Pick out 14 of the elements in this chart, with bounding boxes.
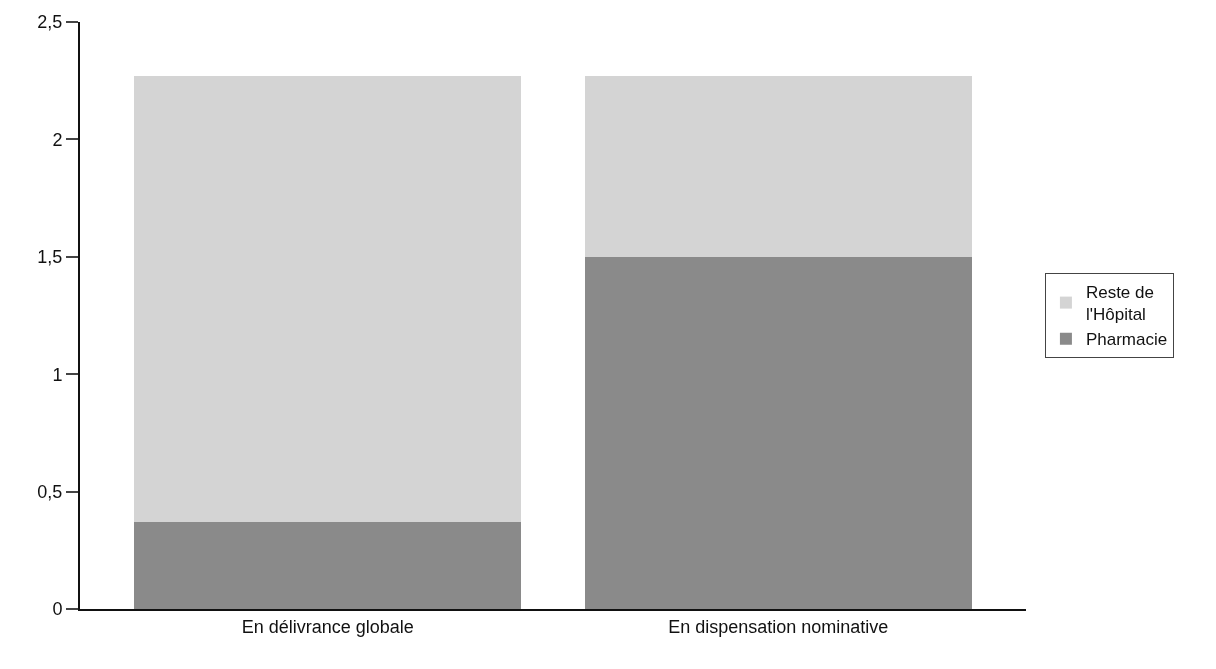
- y-tick-label: 1: [52, 364, 63, 385]
- y-tick-label: 1,5: [37, 247, 63, 268]
- y-tick-label: 0: [52, 599, 63, 620]
- legend-label: Reste de l'Hôpital: [1085, 283, 1154, 325]
- y-tick-label: 2: [52, 129, 63, 150]
- bar: [134, 522, 522, 609]
- bar: [584, 76, 972, 257]
- x-tick-label: En délivrance globale: [241, 616, 414, 637]
- x-tick-label: En dispensation nominative: [668, 616, 889, 637]
- y-tick-label: 2,5: [37, 12, 63, 33]
- bar: [584, 256, 972, 609]
- y-tick-label: 0,5: [37, 481, 63, 502]
- legend-label: Pharmacie: [1085, 330, 1168, 350]
- bar: [134, 76, 522, 523]
